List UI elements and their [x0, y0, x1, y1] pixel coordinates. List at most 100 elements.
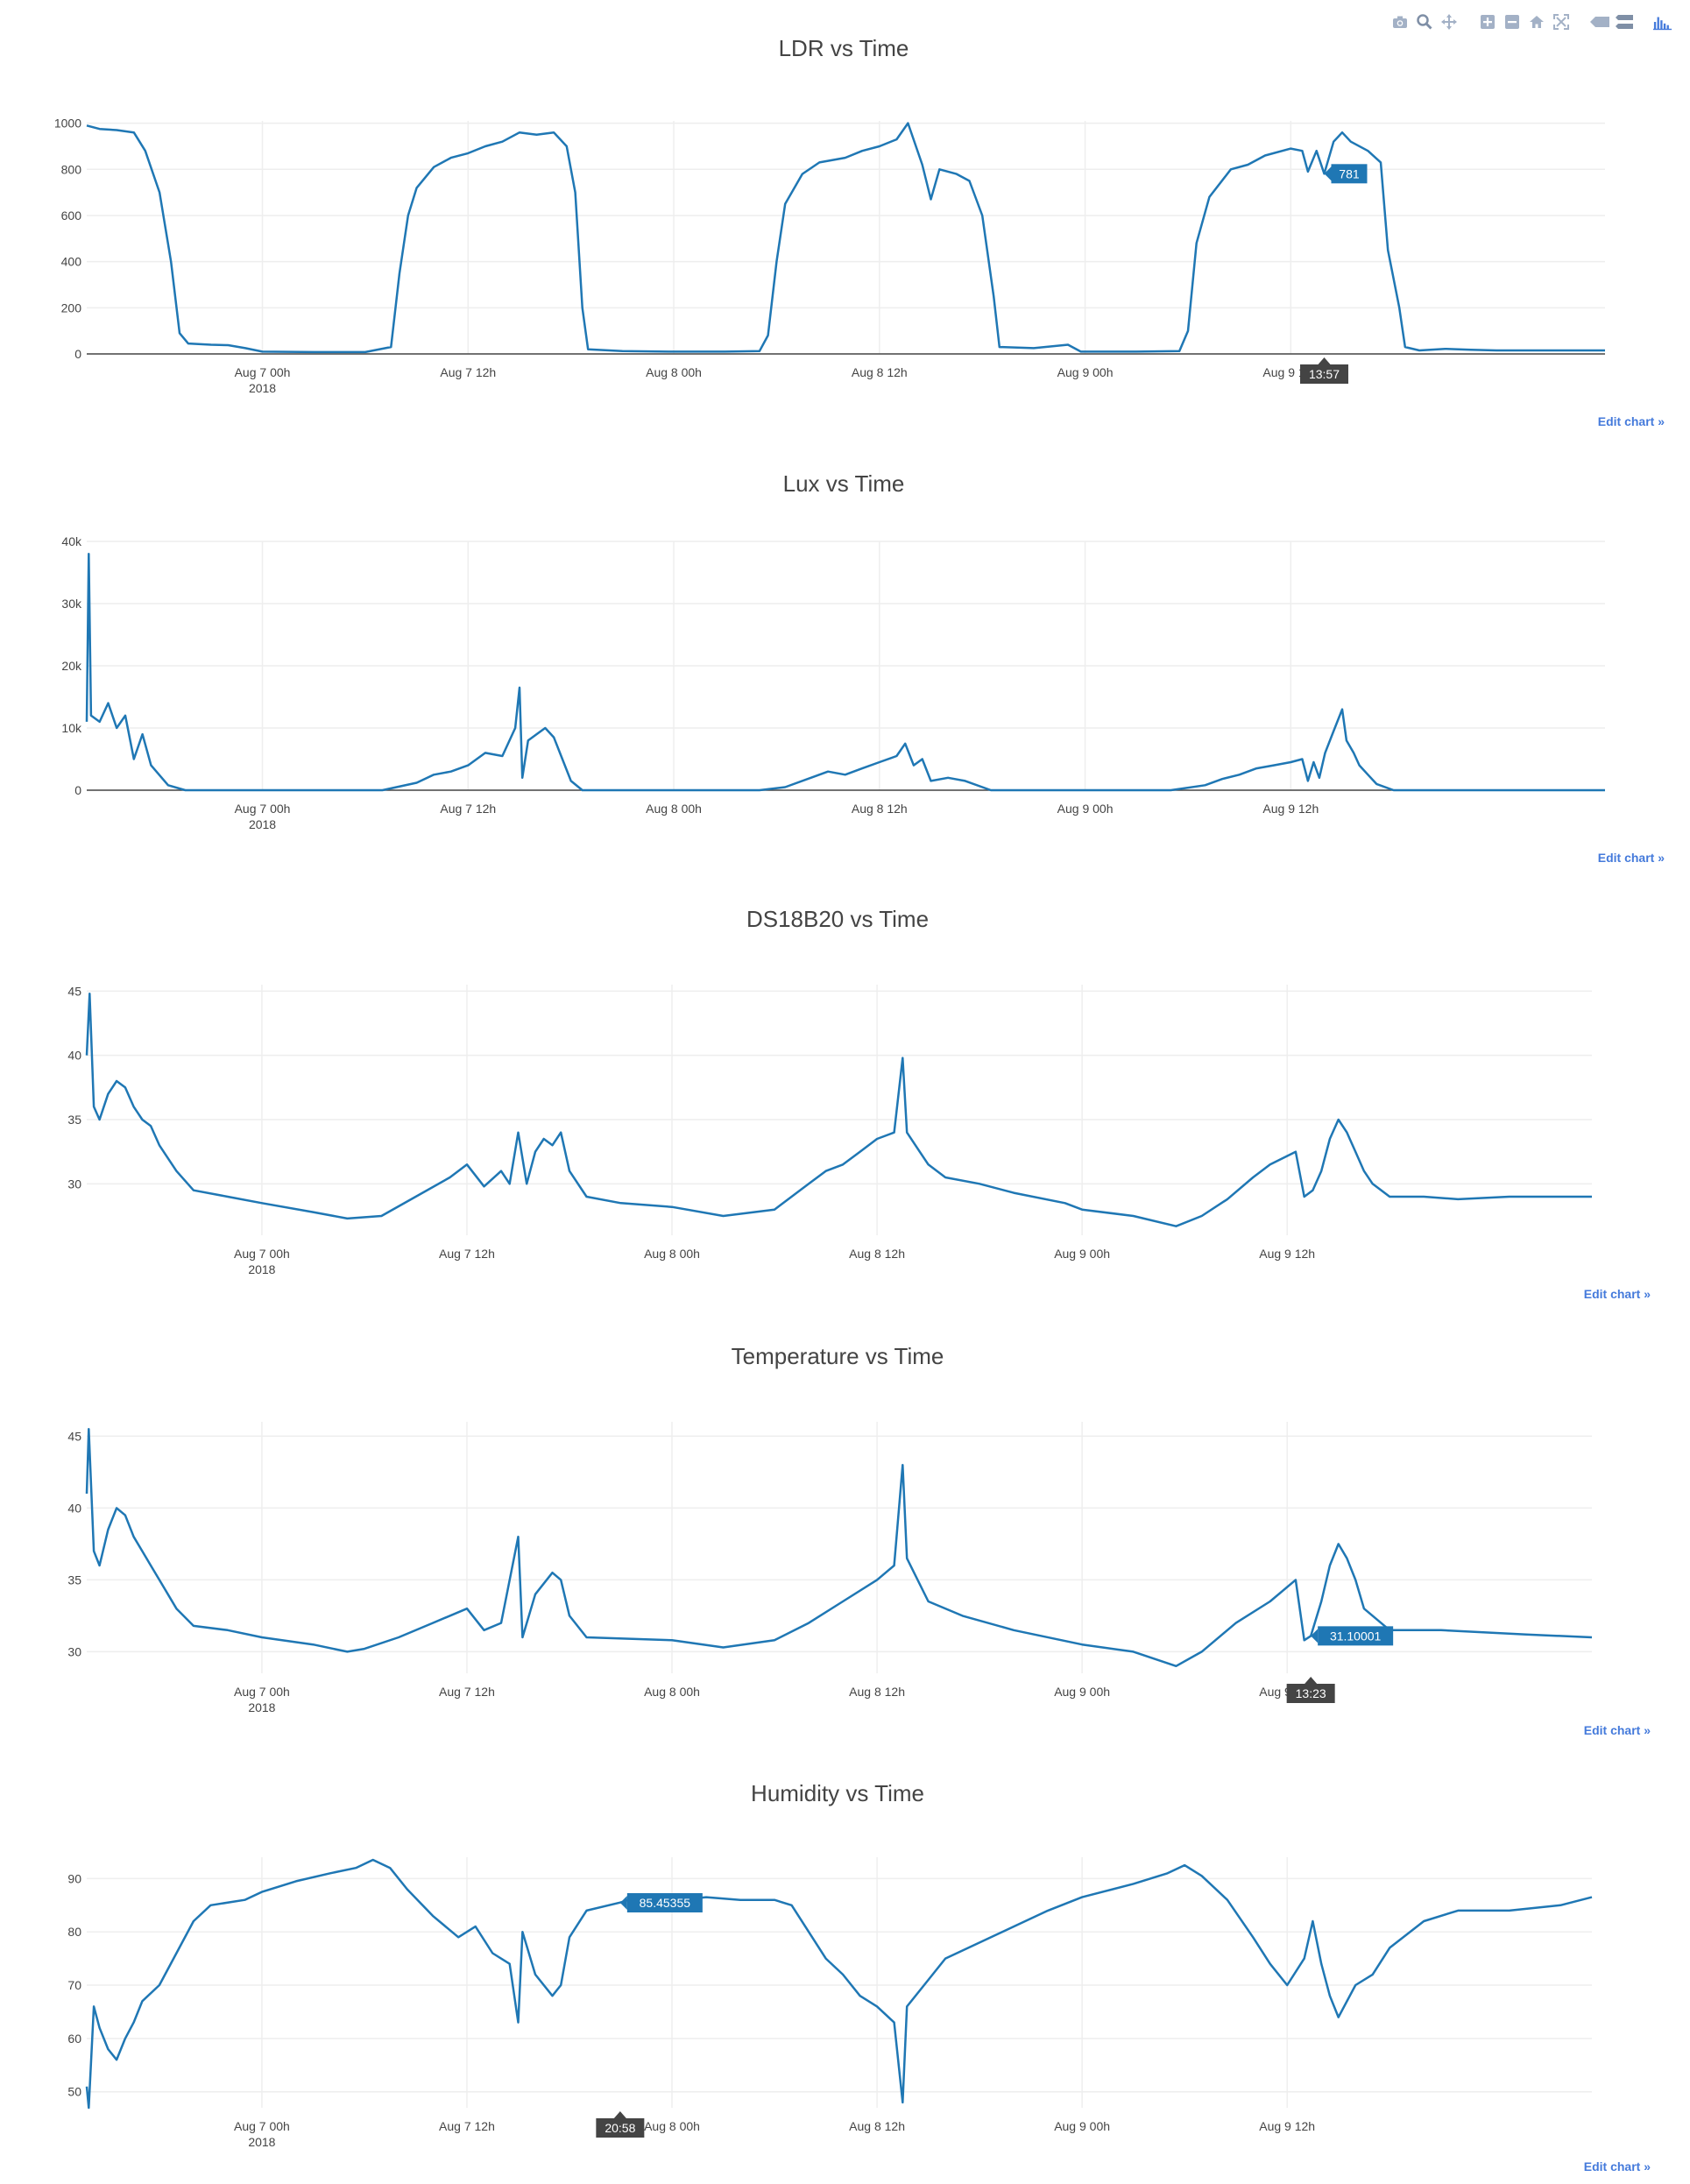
- svg-text:781: 781: [1339, 166, 1360, 180]
- svg-text:13:23: 13:23: [1296, 1686, 1326, 1700]
- x-tick-label: Aug 8 12h: [849, 1685, 905, 1699]
- y-tick-label: 30: [67, 1644, 81, 1658]
- x-tick-label: Aug 7 12h: [439, 1685, 495, 1699]
- x-tick-label: Aug 9 12h: [1259, 1685, 1315, 1699]
- home-icon[interactable]: [1527, 12, 1546, 32]
- svg-text:13:57: 13:57: [1309, 367, 1340, 381]
- x-tick-label: Aug 8 00h: [644, 1247, 700, 1261]
- temperature-vs-time-series-line[interactable]: [85, 1427, 1593, 1668]
- y-tick-label: 45: [67, 1429, 81, 1443]
- x-tick-label: Aug 9 00h: [1054, 1247, 1110, 1261]
- x-tick-label: Aug 8 12h: [849, 1247, 905, 1261]
- x-tick-label: Aug 7 00h: [234, 1247, 290, 1261]
- plotly-logo-icon[interactable]: [1653, 12, 1672, 32]
- x-tick-label: Aug 9 00h: [1057, 365, 1114, 379]
- y-tick-label: 45: [67, 984, 81, 998]
- x-tick-label: Aug 7 12h: [439, 1247, 495, 1261]
- x-tick-label: Aug 8 00h: [646, 365, 702, 379]
- x-tick-label: Aug 7 00h: [234, 2119, 290, 2133]
- y-tick-label: 40k: [61, 534, 82, 548]
- edit-chart-link[interactable]: Edit chart »: [1583, 2159, 1651, 2173]
- y-tick-label: 90: [67, 1871, 81, 1885]
- y-tick-label: 60: [67, 2032, 81, 2046]
- x-year-label: 2018: [249, 381, 276, 395]
- y-tick-label: 20k: [61, 659, 82, 673]
- x-year-label: 2018: [248, 1262, 275, 1276]
- x-year-label: 2018: [248, 1700, 275, 1714]
- y-tick-label: 200: [61, 300, 82, 315]
- ldr-vs-time-series-line[interactable]: [86, 122, 1605, 354]
- hover-closest-icon[interactable]: [1590, 12, 1609, 32]
- humidity-vs-time-title: Humidity vs Time: [751, 1780, 924, 1806]
- ds18b20-vs-time-series-line[interactable]: [85, 993, 1592, 1227]
- x-tick-label: Aug 7 12h: [440, 802, 496, 816]
- hover-compare-icon[interactable]: [1615, 12, 1634, 32]
- modebar: [1390, 11, 1672, 33]
- x-tick-label: Aug 8 12h: [849, 2119, 905, 2133]
- lux-vs-time-series-line[interactable]: [85, 552, 1605, 792]
- x-tick-label: Aug 9 12h: [1259, 2119, 1315, 2133]
- hover-value-label: 781: [1324, 164, 1368, 184]
- svg-text:31.10001: 31.10001: [1330, 1629, 1382, 1643]
- y-tick-label: 1000: [54, 117, 81, 131]
- y-tick-label: 30: [67, 1177, 81, 1191]
- edit-chart-link[interactable]: Edit chart »: [1583, 1723, 1651, 1737]
- x-tick-label: Aug 9 00h: [1054, 1685, 1110, 1699]
- pan-icon[interactable]: [1439, 12, 1459, 32]
- zoom-in-icon[interactable]: [1478, 12, 1497, 32]
- y-tick-label: 0: [74, 783, 81, 797]
- y-tick-label: 35: [67, 1113, 81, 1127]
- y-tick-label: 0: [74, 347, 81, 361]
- y-tick-label: 10k: [61, 721, 82, 735]
- humidity-vs-time-series-line[interactable]: [85, 1858, 1593, 2110]
- x-tick-label: Aug 9 00h: [1054, 2119, 1110, 2133]
- hover-time-label: 13:23: [1286, 1677, 1335, 1703]
- y-tick-label: 40: [67, 1049, 81, 1063]
- y-tick-label: 400: [61, 255, 82, 269]
- hover-value-label: 85.45355: [619, 1893, 703, 1913]
- x-tick-label: Aug 8 00h: [644, 2119, 700, 2133]
- y-tick-label: 30k: [61, 597, 82, 611]
- svg-text:85.45355: 85.45355: [640, 1896, 691, 1910]
- x-tick-label: Aug 9 12h: [1259, 1247, 1315, 1261]
- edit-chart-link[interactable]: Edit chart »: [1583, 1287, 1651, 1301]
- temperature-vs-time-title: Temperature vs Time: [731, 1343, 944, 1369]
- edit-chart-link[interactable]: Edit chart »: [1597, 851, 1665, 865]
- svg-text:20:58: 20:58: [605, 2121, 635, 2135]
- x-tick-label: Aug 7 12h: [439, 2119, 495, 2133]
- x-year-label: 2018: [248, 2135, 275, 2149]
- zoom-icon[interactable]: [1415, 12, 1434, 32]
- y-tick-label: 80: [67, 1925, 81, 1939]
- x-tick-label: Aug 9 00h: [1057, 802, 1114, 816]
- zoom-out-icon[interactable]: [1503, 12, 1522, 32]
- x-tick-label: Aug 9 12h: [1262, 802, 1319, 816]
- hover-time-label: 20:58: [596, 2111, 645, 2138]
- x-tick-label: Aug 8 12h: [852, 365, 908, 379]
- x-tick-label: Aug 7 00h: [235, 802, 291, 816]
- hover-time-label: 13:57: [1299, 357, 1348, 384]
- x-year-label: 2018: [249, 817, 276, 831]
- x-tick-label: Aug 8 00h: [646, 802, 702, 816]
- x-tick-label: Aug 7 00h: [234, 1685, 290, 1699]
- ldr-vs-time-title: LDR vs Time: [778, 35, 909, 61]
- y-tick-label: 600: [61, 209, 82, 223]
- ds18b20-vs-time-title: DS18B20 vs Time: [746, 906, 930, 932]
- x-tick-label: Aug 8 12h: [852, 802, 908, 816]
- y-tick-label: 40: [67, 1501, 81, 1515]
- hover-value-label: 31.10001: [1311, 1626, 1394, 1646]
- x-tick-label: Aug 8 00h: [644, 1685, 700, 1699]
- y-tick-label: 35: [67, 1573, 81, 1587]
- y-tick-label: 70: [67, 1978, 81, 1992]
- y-tick-label: 50: [67, 2085, 81, 2099]
- x-tick-label: Aug 7 00h: [235, 365, 291, 379]
- x-tick-label: Aug 9 12h: [1262, 365, 1319, 379]
- lux-vs-time-title: Lux vs Time: [782, 470, 905, 497]
- edit-chart-link[interactable]: Edit chart »: [1597, 414, 1665, 428]
- camera-icon[interactable]: [1390, 12, 1410, 32]
- autoscale-icon[interactable]: [1552, 12, 1571, 32]
